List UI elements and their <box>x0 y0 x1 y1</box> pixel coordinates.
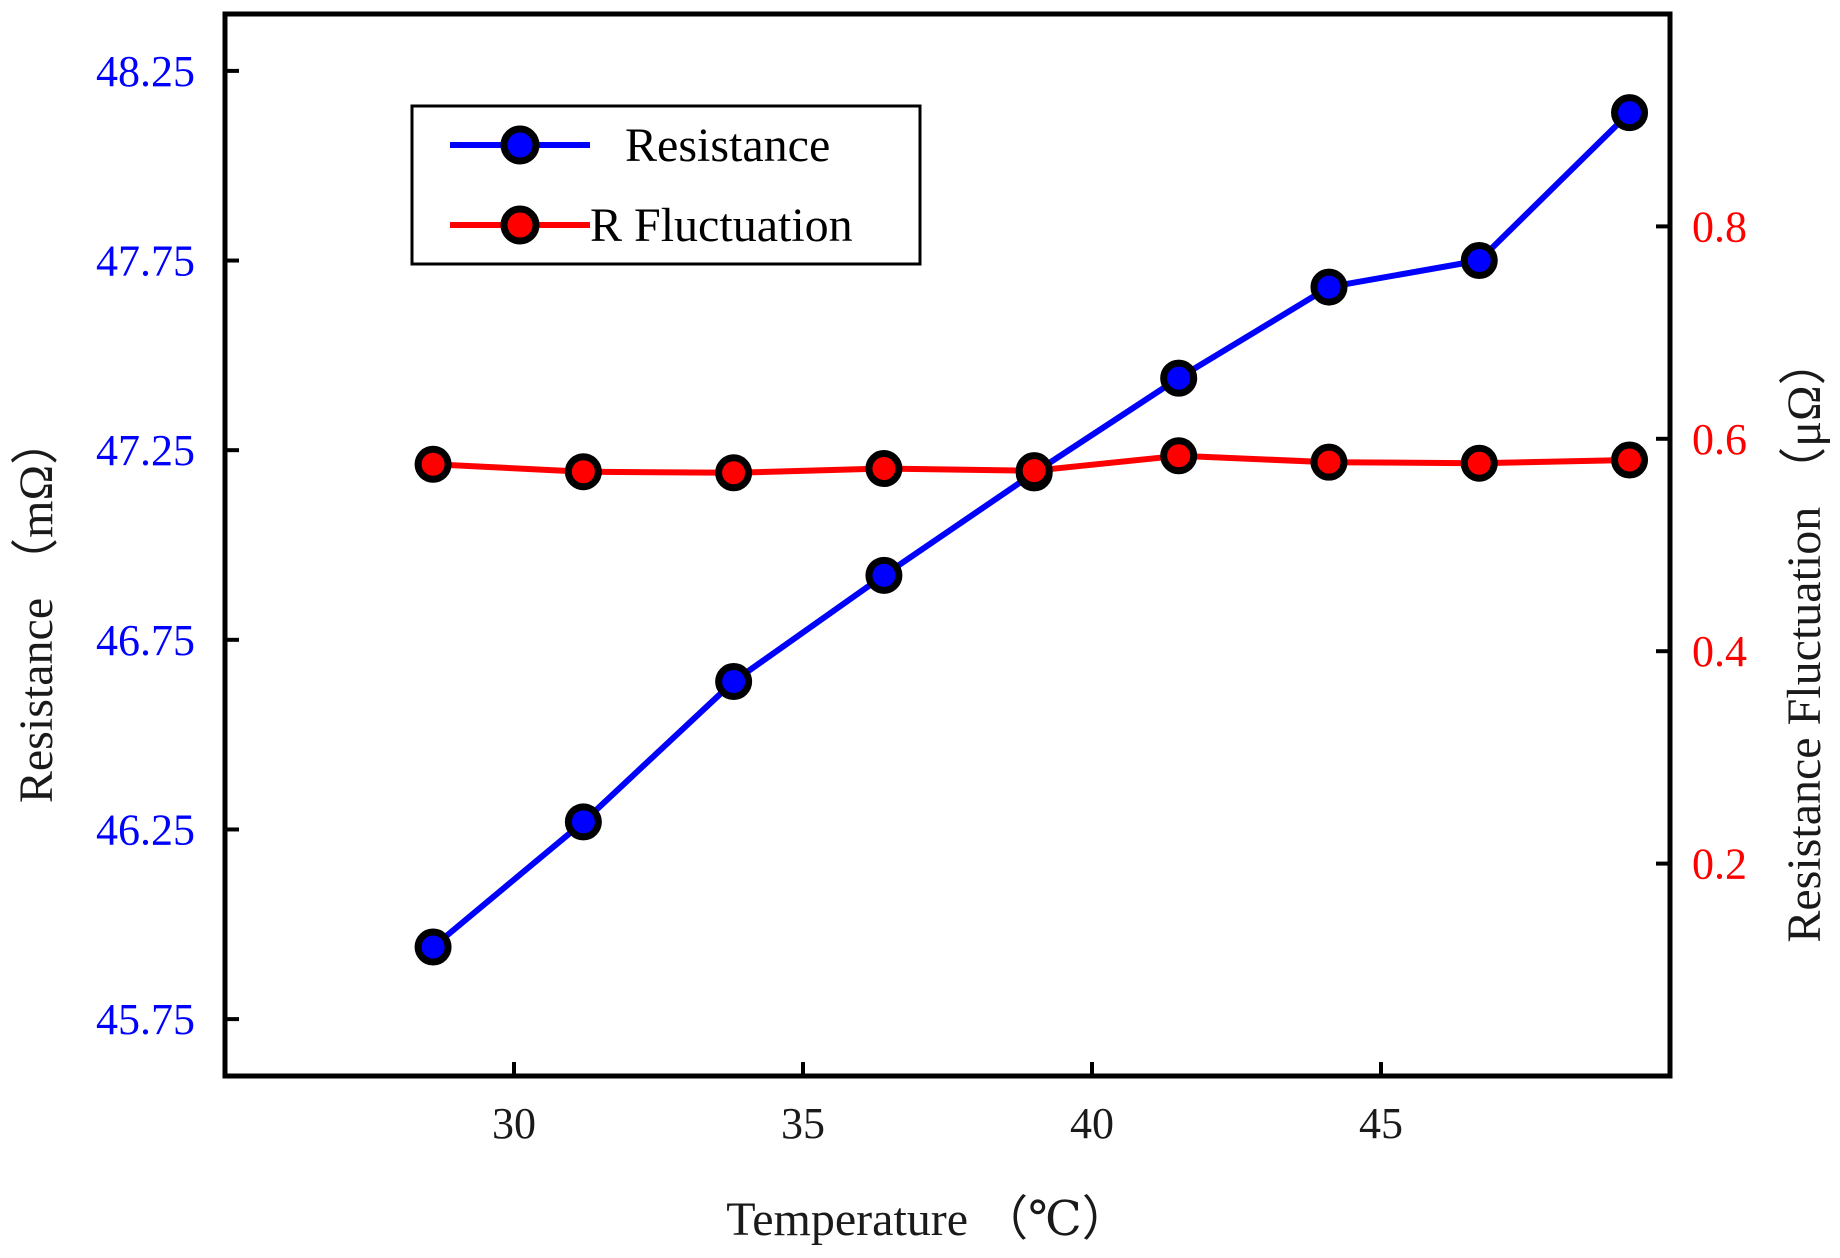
y-left-tick-label: 46.25 <box>96 805 195 854</box>
data-point-fluctuation <box>564 453 602 491</box>
y-axis-right-title: Resistance Fluctuation （μΩ） <box>1778 337 1831 942</box>
data-point-resistance <box>865 556 903 594</box>
x-tick-label: 30 <box>492 1099 536 1148</box>
y-left-tick-label: 47.75 <box>96 237 195 286</box>
y-axis-left-title: Resistance （mΩ） <box>10 417 63 803</box>
data-point-resistance <box>414 928 452 966</box>
x-axis-title: Temperature （℃） <box>726 1193 1130 1246</box>
x-tick-label: 45 <box>1359 1099 1403 1148</box>
x-tick-label: 35 <box>781 1099 825 1148</box>
data-point-fluctuation <box>715 454 753 492</box>
legend-marker-resistance <box>500 125 540 165</box>
data-point-resistance <box>1611 94 1649 132</box>
data-point-fluctuation <box>1160 437 1198 475</box>
data-point-resistance <box>1160 359 1198 397</box>
y-right-tick-label: 0.8 <box>1692 202 1747 251</box>
legend-marker-fluctuation <box>500 205 540 245</box>
axes-layer: 30 35 40 45 45.75 46.25 46.75 47.25 47.75 48.25 0.… <box>96 11 1747 1148</box>
legend-box <box>410 104 922 266</box>
data-point-resistance <box>1460 242 1498 280</box>
data-point-resistance <box>564 803 602 841</box>
legend-label-resistance: Resistance <box>625 119 830 172</box>
y-right-tick-label: 0.2 <box>1692 840 1747 889</box>
y-left-tick-label: 45.75 <box>96 995 195 1044</box>
data-point-fluctuation <box>1611 441 1649 479</box>
y-right-tick-label: 0.6 <box>1692 415 1747 464</box>
y-left-tick-label: 46.75 <box>96 616 195 665</box>
data-point-fluctuation <box>414 445 452 483</box>
data-point-fluctuation <box>1460 444 1498 482</box>
x-tick-label: 40 <box>1070 1099 1114 1148</box>
y-right-tick-label: 0.4 <box>1692 627 1747 676</box>
legend-label-fluctuation: R Fluctuation <box>590 199 853 252</box>
legend: Resistance R Fluctuation <box>410 104 922 266</box>
y-left-tick-label: 47.25 <box>96 426 195 475</box>
data-point-fluctuation <box>1015 452 1053 490</box>
series-layer <box>414 94 1649 966</box>
data-point-fluctuation <box>1310 443 1348 481</box>
y-left-tick-label: 48.25 <box>96 47 195 96</box>
data-point-resistance <box>715 663 753 701</box>
plot-frame <box>222 11 1673 1079</box>
data-point-fluctuation <box>865 450 903 488</box>
data-point-resistance <box>1310 268 1348 306</box>
